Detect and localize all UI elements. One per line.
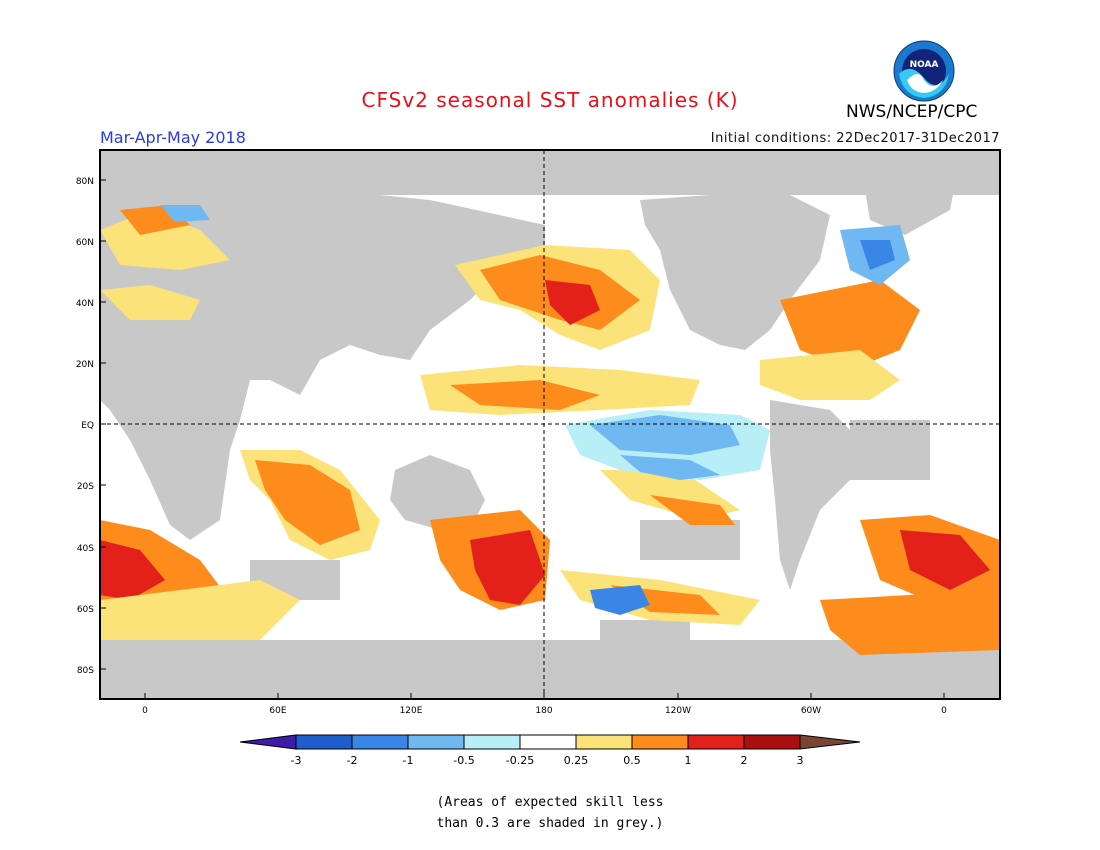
skill-note-line1: (Areas of expected skill less (436, 795, 664, 810)
lon-label: 60W (801, 706, 821, 716)
colorbar-swatch (351, 734, 409, 750)
colorbar-swatch (687, 734, 745, 750)
initial-conditions: Initial conditions: 22Dec2017-31Dec2017 (710, 131, 1000, 146)
skill-note-line2: than 0.3 are shaded in grey.) (436, 816, 664, 831)
colorbar-swatches (239, 734, 861, 750)
colorbar-swatch (575, 734, 633, 750)
colorbar-label: 2 (741, 754, 748, 767)
lat-axis: 80N 60N 40N 20N EQ 20S 40S 60S 80S (76, 177, 94, 676)
lon-label: 0 (142, 706, 148, 716)
colorbar-label: 0.25 (564, 754, 589, 767)
warm-anomaly-regions (100, 205, 1000, 655)
colorbar-swatch (519, 734, 577, 750)
agency-label: NWS/NCEP/CPC (846, 102, 978, 122)
lon-label: 180 (535, 706, 552, 716)
colorbar-label: 0.5 (623, 754, 641, 767)
colorbar-max-arrow (799, 734, 861, 750)
lat-label: 20S (77, 482, 94, 492)
colorbar-label: -0.5 (453, 754, 474, 767)
cool-anomaly-regions (160, 205, 910, 615)
map-title: CFSv2 seasonal SST anomalies (K) (361, 88, 739, 112)
forecast-period: Mar-Apr-May 2018 (100, 128, 246, 147)
logo-text: NOAA (910, 60, 939, 70)
noaa-logo: NOAA (893, 40, 955, 102)
colorbar-label: -1 (403, 754, 414, 767)
lat-label: EQ (81, 421, 94, 431)
lat-label: 80S (77, 666, 94, 676)
lat-label: 80N (76, 177, 94, 187)
lat-ticks (100, 179, 106, 670)
colorbar-min-arrow (239, 734, 297, 750)
lat-label: 40N (76, 299, 94, 309)
grey-skill-areas (100, 150, 1000, 699)
lat-label: 40S (77, 544, 94, 554)
colorbar-label: 3 (797, 754, 804, 767)
lon-label: 60E (269, 706, 286, 716)
colorbar-labels: -3 -2 -1 -0.5 -0.25 0.25 0.5 1 2 3 (291, 754, 804, 767)
colorbar-swatch (295, 734, 353, 750)
colorbar-label: -0.25 (506, 754, 534, 767)
colorbar-swatch (407, 734, 465, 750)
lat-label: 60S (77, 605, 94, 615)
lon-axis: 0 60E 120E 180 120W 60W 0 (142, 706, 947, 716)
colorbar-swatch (631, 734, 689, 750)
colorbar-swatch (463, 734, 521, 750)
colorbar-swatch (743, 734, 801, 750)
lon-label: 120W (665, 706, 691, 716)
lon-ticks (144, 693, 945, 699)
lon-label: 120E (400, 706, 423, 716)
lat-label: 60N (76, 238, 94, 248)
colorbar-label: -2 (347, 754, 358, 767)
lat-label: 20N (76, 360, 94, 370)
lon-label: 0 (941, 706, 947, 716)
skill-note: (Areas of expected skill less than 0.3 a… (0, 792, 1100, 834)
colorbar-label: 1 (685, 754, 692, 767)
colorbar-label: -3 (291, 754, 302, 767)
